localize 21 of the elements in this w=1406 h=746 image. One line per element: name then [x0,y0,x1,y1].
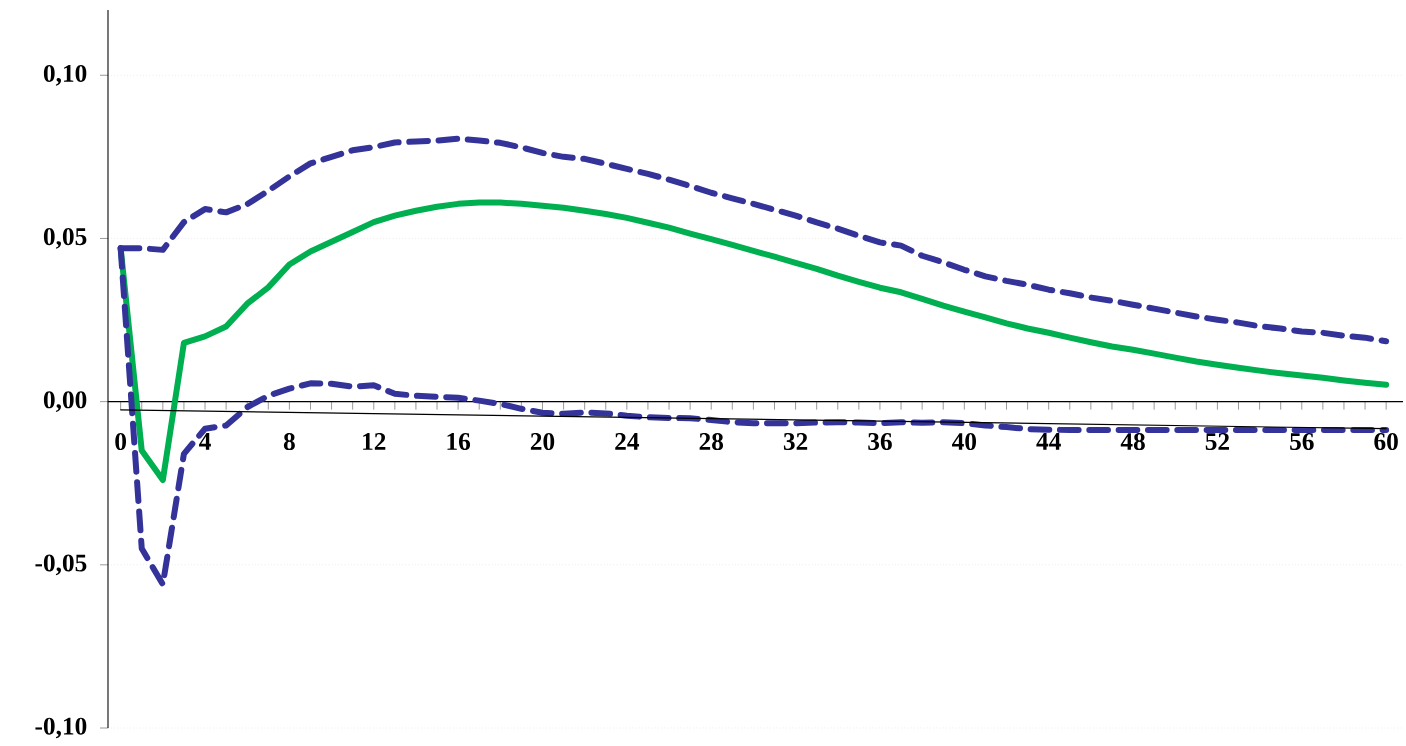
x-tick-label: 24 [615,433,640,450]
x-tick-label: 60 [1374,433,1398,451]
y-tick-label: 0,10 [43,64,87,86]
y-tick-label: -0,05 [35,554,87,576]
x-tick-label: 20 [530,433,555,451]
x-tick-label: 52 [1205,433,1229,451]
x-tick-label: 56 [1290,433,1314,451]
x-tick-label: 40 [952,433,977,451]
x-tick-label: 12 [363,433,386,450]
y-tick-label: -0,10 [35,717,87,739]
x-tick-label: 36 [868,433,892,451]
y-tick-label: 0,05 [43,228,87,249]
x-tick-label: 28 [699,433,724,451]
y-tick-label: 0,00 [43,391,87,413]
x-tick-label: 8 [283,433,295,451]
x-tick-label: 0 [115,433,127,451]
x-tick-label: 44 [1036,433,1061,450]
x-tick-label: 16 [447,433,471,451]
x-tick-label: 32 [783,433,808,451]
x-tick-label: 48 [1120,433,1145,451]
x-tick-label: 4 [199,433,211,450]
